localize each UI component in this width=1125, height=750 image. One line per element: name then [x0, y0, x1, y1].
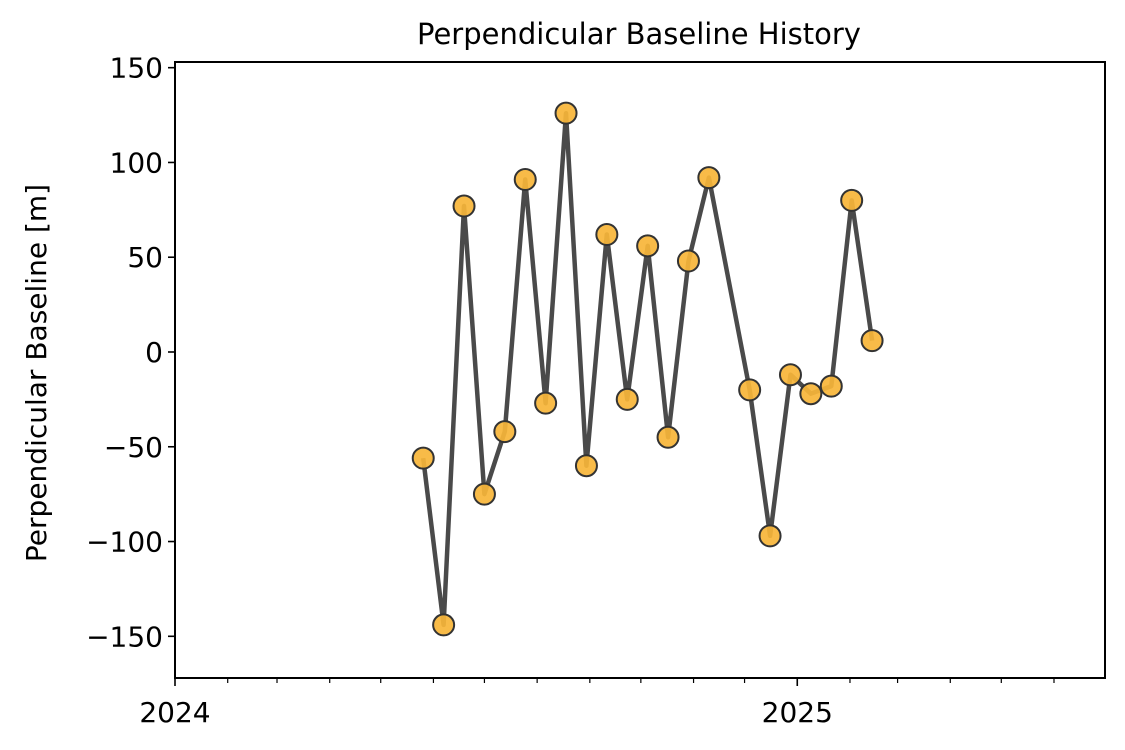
data-point [574, 454, 598, 478]
data-point [697, 166, 721, 190]
y-tick-label: 50 [127, 241, 163, 274]
y-tick-label: −100 [86, 526, 163, 559]
data-point [411, 446, 435, 470]
plot-frame [174, 61, 1106, 679]
data-point [778, 363, 802, 387]
y-tick-label: 0 [145, 336, 163, 369]
data-point [738, 378, 762, 402]
y-tick-label: −50 [104, 431, 163, 464]
y-axis-title: Perpendicular Baseline [m] [20, 184, 53, 562]
data-point [452, 194, 476, 218]
chart-title: Perpendicular Baseline History [417, 17, 861, 51]
data-point [799, 382, 823, 406]
series-line [420, 110, 875, 628]
y-axis-ticks: 150 100 50 0 −50 −100 −150 [86, 52, 175, 653]
x-tick-label: 2024 [139, 696, 210, 729]
y-tick-label: 150 [110, 52, 163, 85]
y-tick-label: 100 [110, 146, 163, 179]
data-point [615, 387, 639, 411]
data-point [513, 168, 537, 192]
data-point [758, 524, 782, 548]
data-point [860, 329, 884, 353]
data-point [676, 249, 700, 273]
data-point [554, 101, 578, 125]
data-point [656, 425, 680, 449]
data-point [595, 222, 619, 246]
series-points-group [411, 101, 884, 637]
series-line-group [420, 110, 875, 628]
x-axis-ticks: 2024 2025 [139, 678, 1055, 729]
x-tick-label: 2025 [762, 696, 833, 729]
data-point [472, 482, 496, 506]
y-tick-label: −150 [86, 620, 163, 653]
data-point [493, 420, 517, 444]
data-point [840, 188, 864, 212]
data-point [432, 613, 456, 637]
data-point [534, 391, 558, 415]
data-point [636, 234, 660, 258]
data-point [819, 374, 843, 398]
